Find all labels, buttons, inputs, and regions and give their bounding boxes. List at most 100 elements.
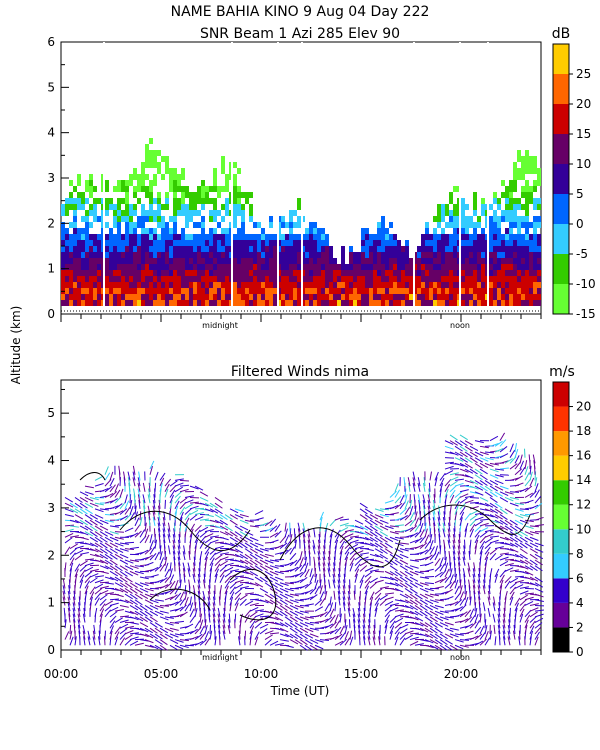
wind-barb bbox=[354, 531, 364, 535]
snr-cell bbox=[149, 234, 153, 240]
snr-cell bbox=[201, 270, 205, 276]
wind-barb bbox=[119, 559, 129, 565]
snr-cell bbox=[65, 204, 69, 210]
snr-cell bbox=[233, 198, 237, 204]
wind-barb bbox=[124, 541, 135, 544]
snr-cell bbox=[493, 300, 497, 306]
wind-barb bbox=[154, 604, 164, 609]
wind-barb bbox=[359, 502, 368, 509]
snr-cell bbox=[73, 294, 77, 300]
wind-barb bbox=[129, 599, 138, 606]
wind-barb bbox=[324, 522, 329, 532]
wind-barb bbox=[329, 596, 332, 606]
snr-cell bbox=[285, 282, 289, 288]
wind-barb bbox=[507, 630, 511, 640]
wind-barb bbox=[452, 551, 456, 561]
wind-barb bbox=[324, 585, 327, 595]
snr-cell bbox=[137, 246, 141, 252]
wind-barb bbox=[148, 488, 151, 498]
wind-barb bbox=[509, 577, 519, 584]
snr-cell bbox=[113, 216, 117, 222]
wind-barb bbox=[84, 590, 88, 600]
wind-barb bbox=[184, 623, 194, 629]
snr-cell bbox=[461, 288, 465, 294]
snr-cell bbox=[221, 228, 225, 234]
snr-cell bbox=[469, 282, 473, 288]
snr-cell bbox=[461, 264, 465, 270]
wind-barb bbox=[239, 565, 249, 570]
wind-barb bbox=[437, 528, 441, 538]
wind-barb bbox=[144, 587, 154, 592]
snr-cell bbox=[309, 246, 313, 252]
wind-barb bbox=[419, 622, 429, 628]
snr-cell bbox=[377, 258, 381, 264]
snr-cell bbox=[257, 246, 261, 252]
wind-barb bbox=[469, 514, 478, 521]
snr-cell bbox=[201, 252, 205, 258]
wind-barb bbox=[157, 511, 161, 521]
wind-barb bbox=[144, 627, 154, 634]
wind-barb bbox=[74, 636, 77, 646]
wind-barb bbox=[313, 556, 316, 566]
wind-barb bbox=[204, 631, 210, 640]
wind-barb bbox=[434, 558, 441, 566]
snr-cell bbox=[489, 252, 493, 258]
wind-barb bbox=[369, 569, 379, 572]
snr-cell bbox=[393, 270, 397, 276]
snr-cell bbox=[137, 240, 141, 246]
wind-barb bbox=[154, 610, 164, 616]
wind-barb bbox=[158, 499, 161, 509]
wind-barb bbox=[464, 462, 473, 469]
wind-barb bbox=[368, 619, 371, 629]
snr-cell bbox=[133, 258, 137, 264]
snr-cell bbox=[325, 240, 329, 246]
snr-cell bbox=[345, 288, 349, 294]
wind-barb bbox=[139, 529, 146, 538]
snr-cell bbox=[297, 282, 301, 288]
snr-cell bbox=[141, 264, 145, 270]
wind-barb bbox=[254, 621, 263, 629]
wind-barb bbox=[194, 512, 204, 516]
snr-cell bbox=[441, 294, 445, 300]
wind-barb bbox=[457, 556, 461, 566]
snr-cell bbox=[285, 300, 289, 306]
snr-cell bbox=[117, 204, 121, 210]
wind-barb bbox=[192, 573, 196, 583]
snr-cell bbox=[517, 156, 521, 162]
wind-barb bbox=[118, 465, 121, 475]
wind-barb bbox=[339, 638, 347, 646]
snr-cell bbox=[117, 276, 121, 282]
wind-barb bbox=[312, 539, 316, 549]
snr-cell bbox=[297, 264, 301, 270]
wind-barb bbox=[299, 576, 308, 584]
snr-cell bbox=[173, 276, 177, 282]
wind-barb bbox=[424, 593, 434, 598]
wind-barb bbox=[179, 579, 182, 589]
snr-cell bbox=[161, 270, 165, 276]
wind-barb bbox=[144, 522, 147, 532]
snr-cell bbox=[341, 252, 345, 258]
wind-barb bbox=[444, 478, 452, 487]
wind-barb bbox=[304, 603, 314, 606]
snr-cell bbox=[209, 300, 213, 306]
wind-barb bbox=[234, 579, 244, 584]
snr-cell bbox=[361, 300, 365, 306]
snr-cell bbox=[213, 300, 217, 306]
wind-barb bbox=[374, 588, 383, 595]
wind-barb bbox=[144, 534, 150, 544]
snr-cell bbox=[373, 240, 377, 246]
wind-barb bbox=[299, 633, 308, 640]
winds-colorbar-label: 4 bbox=[576, 596, 584, 610]
wind-barb bbox=[82, 630, 86, 640]
snr-cell bbox=[345, 282, 349, 288]
wind-barb bbox=[69, 535, 79, 538]
snr-cell bbox=[85, 210, 89, 216]
wind-barb bbox=[369, 525, 378, 532]
wind-barb bbox=[274, 582, 284, 588]
snr-cell bbox=[129, 240, 133, 246]
snr-cell bbox=[525, 240, 529, 246]
snr-cell bbox=[265, 300, 269, 306]
wind-barb bbox=[448, 522, 451, 532]
snr-cell bbox=[481, 198, 485, 204]
wind-barb bbox=[212, 613, 216, 623]
